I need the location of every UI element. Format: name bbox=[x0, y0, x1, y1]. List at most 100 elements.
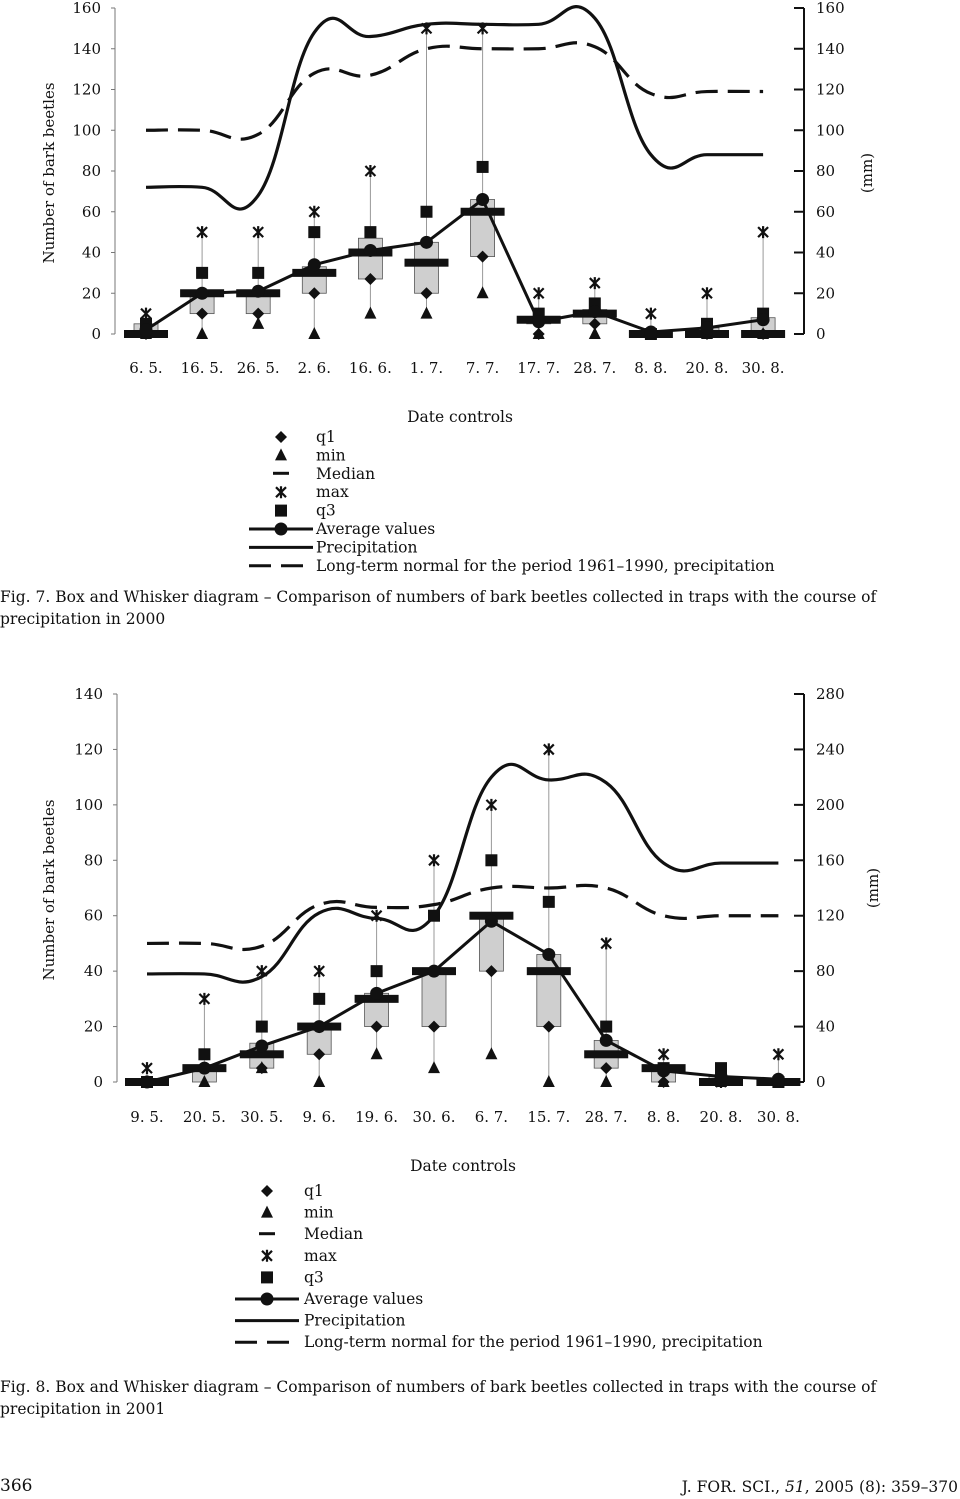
average-marker bbox=[588, 305, 602, 319]
max-marker bbox=[198, 992, 211, 1005]
right-tick-label: 160 bbox=[816, 851, 845, 869]
q3-marker bbox=[370, 965, 383, 978]
max-marker bbox=[589, 277, 601, 290]
right-tick-label: 100 bbox=[816, 121, 845, 139]
right-tick-label: 80 bbox=[816, 162, 835, 180]
x-tick-label: 20. 8. bbox=[700, 1108, 743, 1126]
left-axis-title: Number of bark beetles bbox=[40, 799, 58, 980]
right-tick-label: 120 bbox=[816, 81, 845, 99]
min-marker bbox=[420, 306, 433, 319]
average-marker bbox=[139, 323, 153, 337]
q1-marker bbox=[308, 287, 321, 300]
right-tick-label: 40 bbox=[816, 1018, 835, 1036]
left-tick-label: 140 bbox=[74, 685, 103, 703]
fig7-caption-text: Box and Whisker diagram – Comparison of … bbox=[0, 588, 877, 628]
x-tick-label: 16. 6. bbox=[349, 359, 392, 377]
right-tick-label: 240 bbox=[816, 740, 845, 758]
x-tick-label: 20. 8. bbox=[686, 359, 729, 377]
q1-marker bbox=[364, 272, 377, 285]
legend-diamond-marker bbox=[261, 1185, 273, 1197]
journal-prefix: J. FOR. SCI., bbox=[681, 1478, 785, 1496]
min-marker bbox=[370, 1047, 383, 1060]
left-tick-label: 100 bbox=[72, 121, 101, 139]
left-tick-label: 20 bbox=[82, 284, 101, 302]
right-tick-label: 60 bbox=[816, 203, 835, 221]
legend-label: Precipitation bbox=[304, 1312, 406, 1330]
max-marker bbox=[364, 165, 377, 177]
left-tick-label: 60 bbox=[82, 203, 101, 221]
average-marker bbox=[476, 193, 490, 207]
average-marker bbox=[599, 1033, 613, 1047]
right-tick-label: 0 bbox=[816, 325, 826, 343]
journal-suffix: , 2005 (8): 359–370 bbox=[804, 1478, 958, 1496]
legend-label: q1 bbox=[316, 428, 336, 446]
max-marker bbox=[476, 22, 489, 35]
max-marker bbox=[370, 909, 383, 922]
x-tick-label: 30. 6. bbox=[413, 1108, 456, 1126]
legend-median-swatch bbox=[259, 1232, 275, 1236]
q1-marker bbox=[196, 307, 209, 320]
x-tick-label: 30. 8. bbox=[757, 1108, 800, 1126]
q3-marker bbox=[364, 226, 377, 239]
average-marker bbox=[484, 914, 498, 928]
q1-marker bbox=[476, 250, 489, 263]
max-marker bbox=[420, 22, 433, 35]
right-tick-label: 120 bbox=[816, 907, 845, 925]
left-tick-label: 60 bbox=[84, 907, 103, 925]
x-tick-label: 7. 7. bbox=[466, 359, 499, 377]
min-marker bbox=[308, 327, 321, 339]
legend-square-marker bbox=[261, 1271, 273, 1284]
right-axis-title: (mm) bbox=[858, 153, 876, 193]
max-marker bbox=[600, 937, 612, 950]
left-tick-label: 160 bbox=[72, 0, 101, 17]
q1-marker bbox=[588, 317, 601, 330]
legend-star-marker bbox=[261, 1249, 273, 1262]
average-marker bbox=[307, 258, 321, 272]
left-tick-label: 80 bbox=[82, 162, 101, 180]
average-marker bbox=[312, 1020, 326, 1034]
max-marker bbox=[645, 307, 657, 320]
max-marker bbox=[140, 307, 152, 320]
journal-volume: 51 bbox=[785, 1478, 805, 1496]
median-bar bbox=[460, 207, 505, 216]
legend-square-marker bbox=[275, 504, 287, 517]
right-tick-label: 0 bbox=[816, 1073, 826, 1091]
q3-marker bbox=[255, 1020, 268, 1033]
q1-marker bbox=[428, 1020, 440, 1033]
average-marker bbox=[771, 1072, 785, 1086]
max-marker bbox=[532, 287, 545, 300]
legend-label: q3 bbox=[304, 1268, 324, 1286]
longterm-normal-line bbox=[146, 883, 779, 952]
x-tick-label: 17. 7. bbox=[517, 359, 560, 377]
min-marker bbox=[313, 1075, 326, 1087]
x-tick-label: 8. 8. bbox=[647, 1108, 680, 1126]
legend-label: min bbox=[316, 446, 346, 464]
average-marker bbox=[195, 286, 209, 300]
x-tick-label: 30. 8. bbox=[742, 359, 785, 377]
average-marker bbox=[644, 325, 658, 339]
q3-marker bbox=[600, 1020, 613, 1033]
chart-fig8: 0 20 40 60 80 100 120 140 0 40 80 120 160 200 240 280 Nu… bbox=[40, 685, 882, 1351]
x-tick-label: 19. 6. bbox=[355, 1108, 398, 1126]
max-marker bbox=[252, 226, 264, 239]
x-tick-label: 9. 5. bbox=[130, 1108, 163, 1126]
right-tick-label: 160 bbox=[816, 0, 845, 17]
x-tick-label: 20. 5. bbox=[183, 1108, 226, 1126]
average-marker bbox=[140, 1075, 154, 1089]
q3-marker bbox=[308, 226, 321, 239]
q1-marker bbox=[252, 307, 265, 320]
left-tick-label: 0 bbox=[91, 325, 101, 343]
legend-label: q3 bbox=[316, 502, 336, 520]
legend-triangle-marker bbox=[275, 448, 287, 461]
max-marker bbox=[543, 743, 555, 756]
legend-average-marker bbox=[260, 1292, 274, 1306]
average-marker bbox=[251, 284, 265, 298]
min-marker bbox=[196, 327, 209, 339]
average-marker bbox=[542, 948, 556, 962]
min-marker bbox=[588, 327, 601, 339]
x-tick-label: 6. 5. bbox=[129, 359, 162, 377]
left-tick-label: 20 bbox=[84, 1018, 103, 1036]
x-tick-label: 28. 7. bbox=[573, 359, 616, 377]
longterm-normal-line bbox=[145, 41, 764, 141]
average-line bbox=[145, 197, 764, 334]
